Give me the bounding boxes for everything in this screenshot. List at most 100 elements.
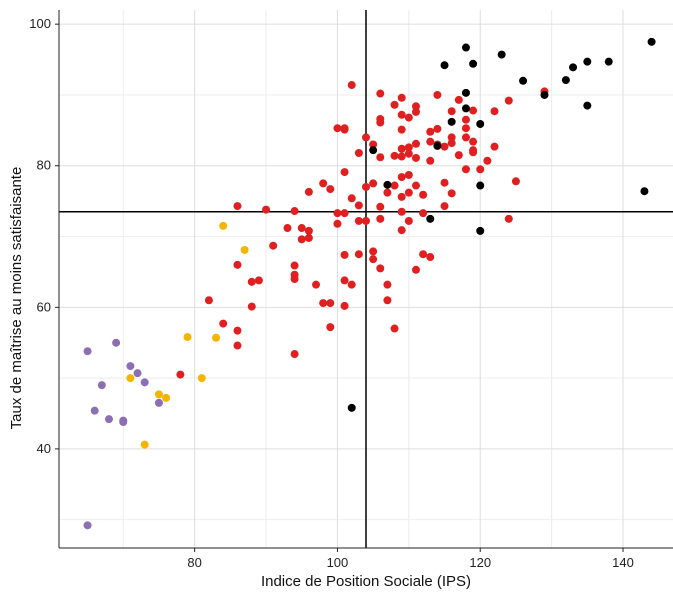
data-point <box>404 188 413 197</box>
data-point <box>319 179 328 188</box>
x-tick-label: 120 <box>469 555 491 570</box>
data-point <box>240 245 249 254</box>
data-point <box>476 165 485 174</box>
data-point <box>347 194 356 203</box>
data-point <box>247 277 256 286</box>
data-point <box>411 265 420 274</box>
data-point <box>83 347 92 356</box>
data-point <box>383 180 392 189</box>
data-point <box>397 152 406 161</box>
data-point <box>476 226 485 235</box>
data-point <box>383 280 392 289</box>
data-point <box>154 390 163 399</box>
data-point <box>212 333 221 342</box>
data-point <box>461 88 470 97</box>
data-point <box>376 214 385 223</box>
data-point <box>362 182 370 191</box>
data-point <box>376 89 385 98</box>
data-point <box>569 63 578 72</box>
data-point <box>319 299 328 308</box>
data-point <box>454 151 463 160</box>
data-point <box>333 209 342 218</box>
reference-lines <box>59 10 673 548</box>
x-tick-label: 140 <box>612 555 634 570</box>
data-point <box>354 148 363 157</box>
data-point <box>297 235 306 244</box>
data-point <box>340 168 349 177</box>
data-point <box>440 61 449 70</box>
data-point <box>126 362 135 371</box>
data-point <box>197 374 206 383</box>
data-point <box>426 214 435 223</box>
data-point <box>397 144 406 153</box>
data-point <box>504 96 513 105</box>
data-point <box>83 521 92 530</box>
data-point <box>490 107 499 116</box>
y-tick-label: 100 <box>29 16 51 31</box>
y-tick-label: 80 <box>37 158 51 173</box>
data-point <box>390 324 399 333</box>
data-point <box>119 417 128 426</box>
data-point <box>333 219 342 228</box>
y-tick-label: 40 <box>37 441 51 456</box>
data-point <box>433 124 442 133</box>
data-point <box>376 153 385 162</box>
data-point <box>411 153 420 162</box>
x-tick-label: 80 <box>187 555 201 570</box>
data-point <box>340 301 349 310</box>
data-point <box>583 101 592 110</box>
data-point <box>233 260 242 269</box>
data-point <box>640 187 649 196</box>
data-point <box>376 202 385 211</box>
data-point <box>376 115 385 124</box>
data-point <box>97 381 106 390</box>
data-point <box>540 90 549 99</box>
data-point <box>426 253 435 262</box>
data-point <box>404 143 413 152</box>
data-point <box>204 296 213 305</box>
data-point <box>561 76 570 85</box>
data-point <box>219 221 228 230</box>
data-point <box>233 202 242 211</box>
data-point <box>126 374 135 383</box>
data-point <box>469 106 478 115</box>
data-point <box>304 226 313 235</box>
data-point <box>312 280 321 289</box>
data-point <box>304 187 313 196</box>
data-point <box>519 76 528 85</box>
data-point <box>376 264 385 273</box>
data-point <box>447 107 456 116</box>
data-point <box>397 173 406 182</box>
data-point <box>476 119 485 128</box>
data-point <box>511 177 520 186</box>
data-point <box>362 216 370 225</box>
data-point <box>290 207 299 216</box>
data-point <box>433 141 442 150</box>
data-point <box>469 137 478 146</box>
data-point <box>297 224 306 233</box>
data-point <box>247 302 256 311</box>
data-point <box>133 369 142 378</box>
data-point <box>362 133 370 142</box>
data-point <box>411 139 420 148</box>
data-point <box>411 181 420 190</box>
data-point <box>269 241 278 250</box>
data-point <box>390 100 399 109</box>
data-point <box>440 142 449 151</box>
data-point <box>461 43 470 52</box>
data-point <box>397 93 406 102</box>
data-point <box>347 403 356 412</box>
data-point <box>290 261 299 270</box>
data-point <box>140 378 149 387</box>
data-point <box>162 393 171 402</box>
data-point <box>183 333 192 342</box>
data-point <box>426 127 435 136</box>
data-point <box>440 202 449 211</box>
data-point <box>397 110 406 119</box>
data-point <box>397 192 406 201</box>
data-point <box>326 185 335 194</box>
x-tick-label: 100 <box>327 555 349 570</box>
data-point <box>447 133 456 142</box>
